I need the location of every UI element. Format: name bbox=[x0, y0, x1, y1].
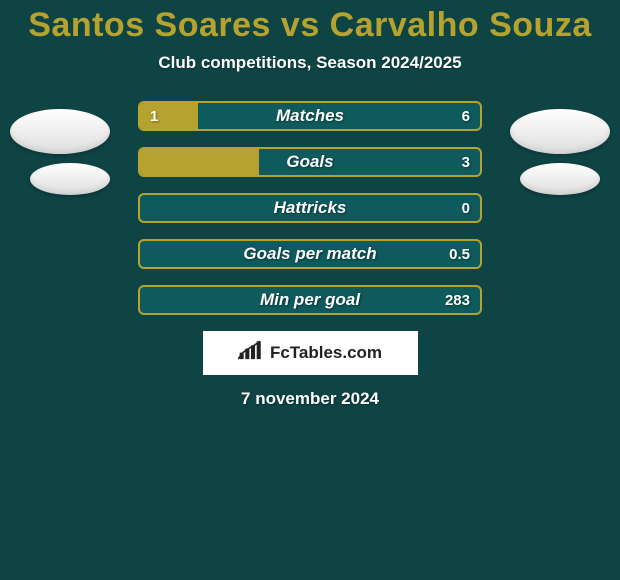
stat-value-right: 283 bbox=[445, 287, 470, 313]
page-title: Santos Soares vs Carvalho Souza bbox=[0, 0, 620, 45]
stat-value-right: 0.5 bbox=[449, 241, 470, 267]
comparison-card: Santos Soares vs Carvalho Souza Club com… bbox=[0, 0, 620, 580]
date-text: 7 november 2024 bbox=[0, 389, 620, 409]
chart-icon bbox=[238, 340, 264, 367]
subtitle: Club competitions, Season 2024/2025 bbox=[0, 53, 620, 73]
stat-label: Min per goal bbox=[140, 287, 480, 313]
brand-text: FcTables.com bbox=[270, 343, 382, 363]
stat-bars: Matches16 Goals3 Hattricks0 Goals per match… bbox=[138, 101, 482, 315]
player-right-avatar-1 bbox=[510, 109, 610, 154]
stat-value-right: 6 bbox=[462, 103, 470, 129]
stat-row: Matches16 bbox=[138, 101, 482, 131]
stat-row: Min per goal283 bbox=[138, 285, 482, 315]
stat-row: Goals3 bbox=[138, 147, 482, 177]
stat-row: Hattricks0 bbox=[138, 193, 482, 223]
stat-label: Hattricks bbox=[140, 195, 480, 221]
player-right-avatar-2 bbox=[520, 163, 600, 195]
stat-bar-left bbox=[140, 103, 198, 129]
stat-value-right: 0 bbox=[462, 195, 470, 221]
stats-arena: Matches16 Goals3 Hattricks0 Goals per match… bbox=[0, 101, 620, 315]
player-left-avatar-1 bbox=[10, 109, 110, 154]
brand-badge: FcTables.com bbox=[203, 331, 418, 375]
stat-bar-left bbox=[140, 149, 259, 175]
player-left-avatar-2 bbox=[30, 163, 110, 195]
stat-row: Goals per match0.5 bbox=[138, 239, 482, 269]
stat-label: Goals per match bbox=[140, 241, 480, 267]
stat-value-right: 3 bbox=[462, 149, 470, 175]
